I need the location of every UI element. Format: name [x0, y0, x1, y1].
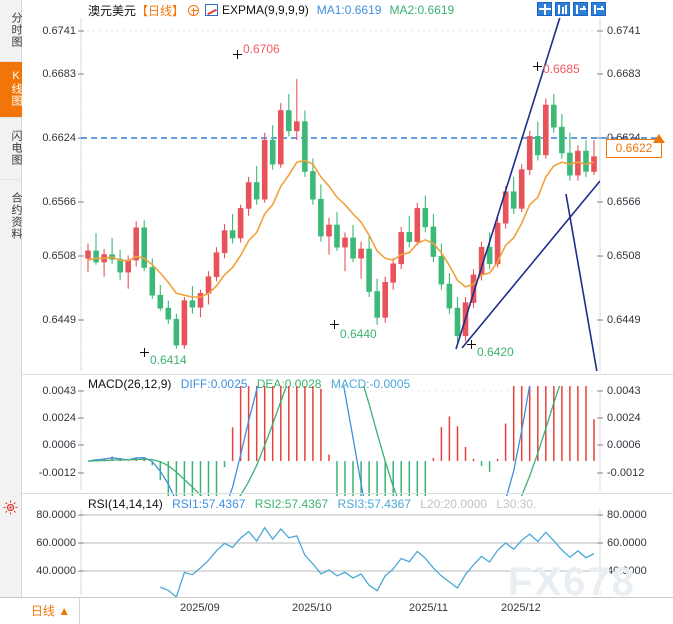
uptrend-line-upper — [455, 18, 561, 350]
price-axis-left-label: 0.6741 — [42, 25, 76, 37]
rsi-axis-right-label: 80.0000 — [607, 509, 647, 521]
macd-axis-right-label: 0.0006 — [607, 439, 641, 451]
macd-axis-left-label: 0.0024 — [42, 412, 76, 424]
rsi-axis-right-label: 60.0000 — [607, 537, 647, 549]
rsi-axis-right-label: 40.0000 — [607, 565, 647, 577]
uptrend-line-lower-a — [461, 180, 600, 349]
macd-axis-right-label: 0.0043 — [607, 385, 641, 397]
rsi1-value: RSI1:57.4367 — [172, 497, 246, 511]
macd-diff-line — [87, 386, 531, 496]
price-arrow-up-icon — [653, 134, 665, 143]
rsi-gridlines — [81, 514, 600, 572]
date-tick: 2025/10 — [292, 602, 332, 614]
date-tick: 2025/09 — [180, 602, 220, 614]
indicator-name[interactable]: EXPMA(9,9,9,9) — [222, 3, 309, 17]
chart-toolbar — [537, 2, 606, 16]
swing-low-marker — [330, 320, 339, 329]
macd-diff-value: DIFF:0.0025 — [180, 377, 248, 391]
swing-high-marker — [533, 62, 542, 71]
uptrend-line-lower-b — [565, 193, 598, 371]
rsi2-value: RSI2:57.4367 — [254, 497, 329, 511]
rsi-legend: RSI(14,14,14) RSI1:57.4367 RSI2:57.4367 … — [88, 497, 536, 511]
price-axis-left-label: 0.6683 — [42, 68, 76, 80]
swing-low-marker — [140, 348, 149, 357]
price-axis-left-label: 0.6449 — [42, 314, 76, 326]
main-chart-legend: 澳元美元 【日线】 EXPMA(9,9,9,9) MA1:0.6619 MA2:… — [88, 2, 454, 18]
current-price-tag[interactable]: 0.6622 — [606, 139, 662, 158]
sidebar-item-time-chart[interactable]: 分时图 — [0, 0, 22, 62]
rsi-line — [160, 526, 595, 597]
swing-high-label: 0.6706 — [243, 42, 280, 56]
swing-low-label: 0.6440 — [340, 327, 377, 341]
swing-low-label: 0.6420 — [477, 345, 514, 359]
rsi-title[interactable]: RSI(14,14,14) — [88, 497, 163, 511]
macd-dea-line — [87, 386, 561, 496]
sidebar-item-contract-info[interactable]: 合约资料 — [10, 192, 22, 240]
rsi-panel-divider — [22, 493, 673, 494]
price-axis-left-label: 0.6566 — [42, 196, 76, 208]
sidebar-item-kline-chart[interactable]: K线图 — [0, 62, 22, 118]
chart-scale-icon[interactable] — [555, 2, 570, 16]
indicator-chart-icon[interactable] — [205, 4, 219, 16]
macd-axis-right-label: -0.0012 — [607, 467, 645, 479]
period-label: 【日线】 — [136, 3, 185, 18]
chart-exit-icon[interactable] — [591, 2, 606, 16]
period-selector-button[interactable]: 日线 ▲ — [22, 598, 80, 624]
swing-low-label: 0.6414 — [150, 353, 187, 367]
ma2-value: MA2:0.6619 — [389, 3, 455, 17]
rsi-axis-left-label: 60.0000 — [36, 537, 76, 549]
date-tick: 2025/11 — [409, 602, 448, 614]
macd-title[interactable]: MACD(26,12,9) — [88, 377, 172, 391]
chart-shift-icon[interactable] — [573, 2, 588, 16]
rsi-axis-left-label: 80.0000 — [36, 509, 76, 521]
price-axis-right-label: 0.6566 — [607, 196, 641, 208]
date-tick: 2025/12 — [501, 602, 541, 614]
ma1-value: MA1:0.6619 — [316, 3, 382, 17]
swing-low-marker — [467, 340, 476, 349]
macd-chart-canvas[interactable] — [0, 386, 673, 496]
macd-hist-value: MACD:-0.0005 — [330, 377, 411, 391]
sidebar-item-lightning-chart[interactable]: 闪电图 — [0, 118, 22, 180]
rsi-chart-canvas[interactable] — [0, 505, 673, 597]
crosshair-move-icon[interactable] — [537, 2, 552, 16]
symbol-name: 澳元美元 — [88, 3, 137, 18]
macd-axis-left-label: -0.0012 — [38, 467, 76, 479]
rsi3-value: RSI3:57.4367 — [337, 497, 411, 511]
settings-circle-icon[interactable] — [188, 4, 200, 16]
macd-panel-divider — [22, 374, 673, 375]
price-axis-right-label: 0.6508 — [607, 250, 641, 262]
rsi-axis-left-label: 40.0000 — [36, 565, 76, 577]
swing-high-marker — [233, 50, 242, 59]
macd-axis-left-label: 0.0006 — [42, 439, 76, 451]
macd-axis-left-label: 0.0043 — [42, 385, 76, 397]
macd-histogram — [95, 386, 595, 496]
bottom-bar: 日线 ▲ 2025/09 2025/10 2025/11 2025/12 — [0, 597, 673, 624]
price-axis-left-label: 0.6508 — [42, 250, 76, 262]
price-axis-right-label: 0.6449 — [607, 314, 641, 326]
left-sidebar: 分时图 K线图 闪电图 合约资料 — [0, 0, 22, 597]
price-chart-canvas[interactable] — [0, 0, 673, 378]
macd-axis-right-label: 0.0024 — [607, 412, 641, 424]
expma-line — [87, 159, 595, 298]
swing-high-label: 0.6685 — [543, 62, 580, 76]
sun-settings-icon[interactable] — [3, 500, 18, 515]
price-axis-right-label: 0.6741 — [607, 25, 641, 37]
price-axis-left-label: 0.6624 — [42, 132, 76, 144]
rsi-l30-value: L30:30. — [496, 497, 537, 511]
price-axis-right-label: 0.6683 — [607, 68, 641, 80]
rsi-l20-value: L20:20.0000 — [420, 497, 487, 511]
